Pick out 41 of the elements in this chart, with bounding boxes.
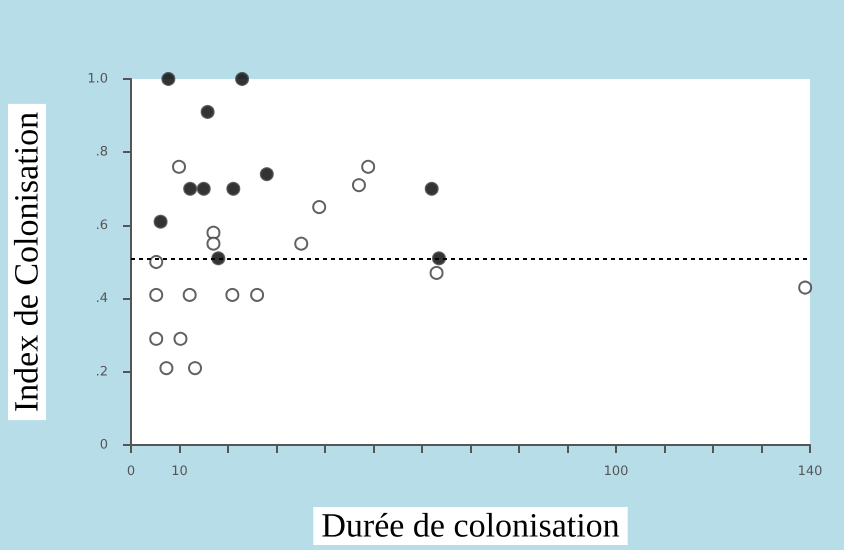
point — [352, 178, 366, 192]
point — [161, 72, 176, 86]
y-tick-label: 0 — [100, 438, 108, 452]
point — [206, 226, 220, 240]
point — [250, 288, 264, 302]
point — [149, 288, 164, 302]
point — [424, 182, 439, 196]
point — [211, 251, 226, 266]
x-axis-title: Durée de colonisation — [321, 508, 620, 544]
point — [149, 255, 164, 269]
point — [432, 251, 446, 266]
point — [188, 361, 202, 376]
point — [206, 236, 220, 251]
point — [159, 361, 174, 376]
point — [798, 280, 812, 295]
x-tick-label: 10 — [171, 464, 188, 479]
point — [149, 332, 164, 346]
x-tick-label: 100 — [604, 464, 628, 479]
y-tick-label: .8 — [96, 144, 108, 160]
point — [294, 236, 308, 251]
point — [154, 214, 168, 229]
point — [260, 167, 274, 182]
point — [172, 160, 186, 174]
y-tick-label: .2 — [96, 364, 108, 380]
point — [361, 160, 376, 174]
point — [235, 72, 250, 86]
y-tick-label: .6 — [96, 218, 108, 233]
point — [182, 288, 197, 302]
y-tick-label: .4 — [96, 291, 108, 306]
point — [226, 182, 240, 196]
point — [225, 288, 240, 302]
point — [312, 200, 326, 214]
x-tick-label: 140 — [798, 464, 822, 479]
y-tick-label: 1.0 — [87, 72, 108, 86]
x-tick-label: 0 — [126, 464, 136, 479]
point — [183, 182, 198, 196]
point — [430, 266, 444, 280]
y-axis-title: Index de Colonisation — [8, 112, 46, 412]
point — [196, 182, 211, 196]
point — [200, 104, 215, 119]
point — [173, 332, 188, 346]
